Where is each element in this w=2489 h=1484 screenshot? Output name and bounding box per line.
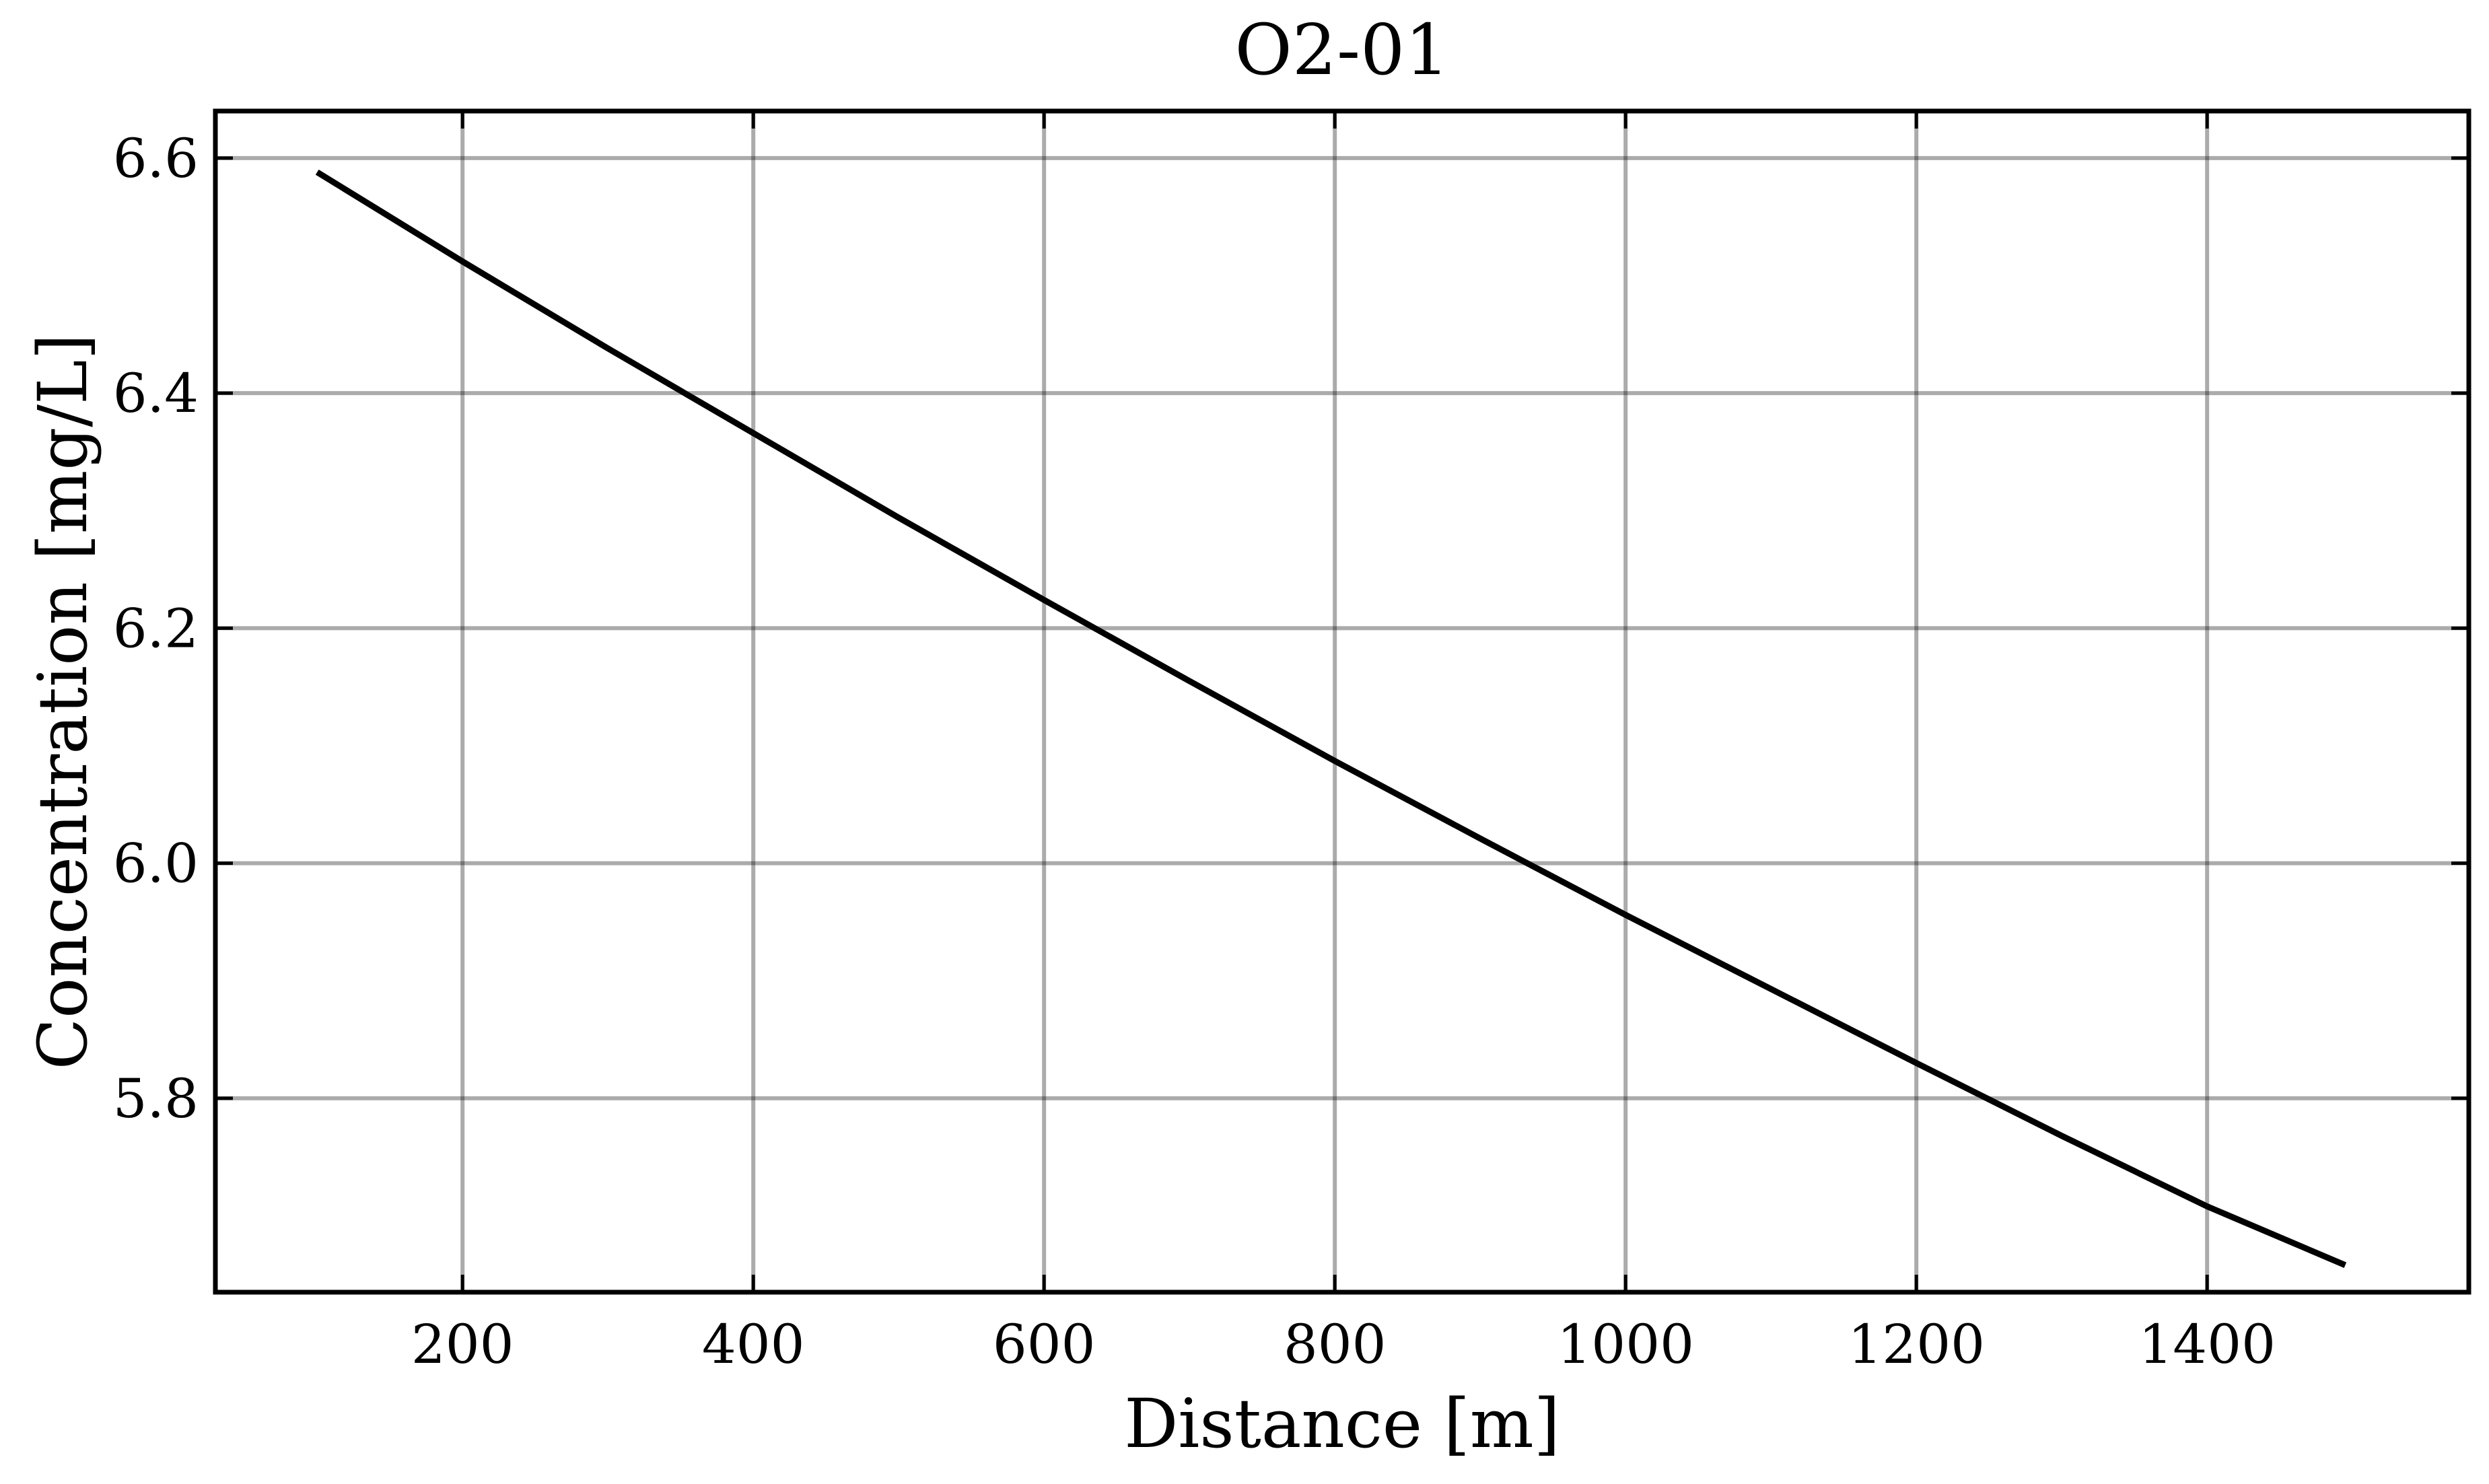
x-tick-label: 600	[993, 1313, 1096, 1376]
series-line	[315, 169, 2347, 1268]
y-tick-label: 6.0	[113, 833, 199, 895]
chart-title: O2-01	[1235, 9, 1450, 91]
axis-ticks	[215, 111, 2469, 1292]
y-axis-title: Concentration [mg/L]	[24, 334, 102, 1070]
x-tick-label: 800	[1284, 1313, 1387, 1376]
x-tick-label: 200	[411, 1313, 514, 1376]
x-tick-label: 1200	[1848, 1313, 1985, 1376]
y-tick-label: 6.2	[113, 597, 199, 660]
series-layer	[315, 169, 2347, 1268]
plot-frame	[213, 108, 2472, 1295]
tick-labels: 200 400 600 800 1000 1200 1400 5.8 6.0 6.2 6.4 6.6	[113, 127, 2276, 1376]
y-tick-label: 5.8	[113, 1067, 199, 1130]
grid-lines	[215, 111, 2469, 1292]
x-axis-title: Distance [m]	[1124, 1384, 1560, 1463]
y-tick-label: 6.4	[113, 362, 199, 425]
x-tick-label: 1400	[2138, 1313, 2276, 1376]
x-tick-label: 1000	[1557, 1313, 1694, 1376]
y-tick-label: 6.6	[113, 127, 199, 190]
x-tick-label: 400	[702, 1313, 805, 1376]
